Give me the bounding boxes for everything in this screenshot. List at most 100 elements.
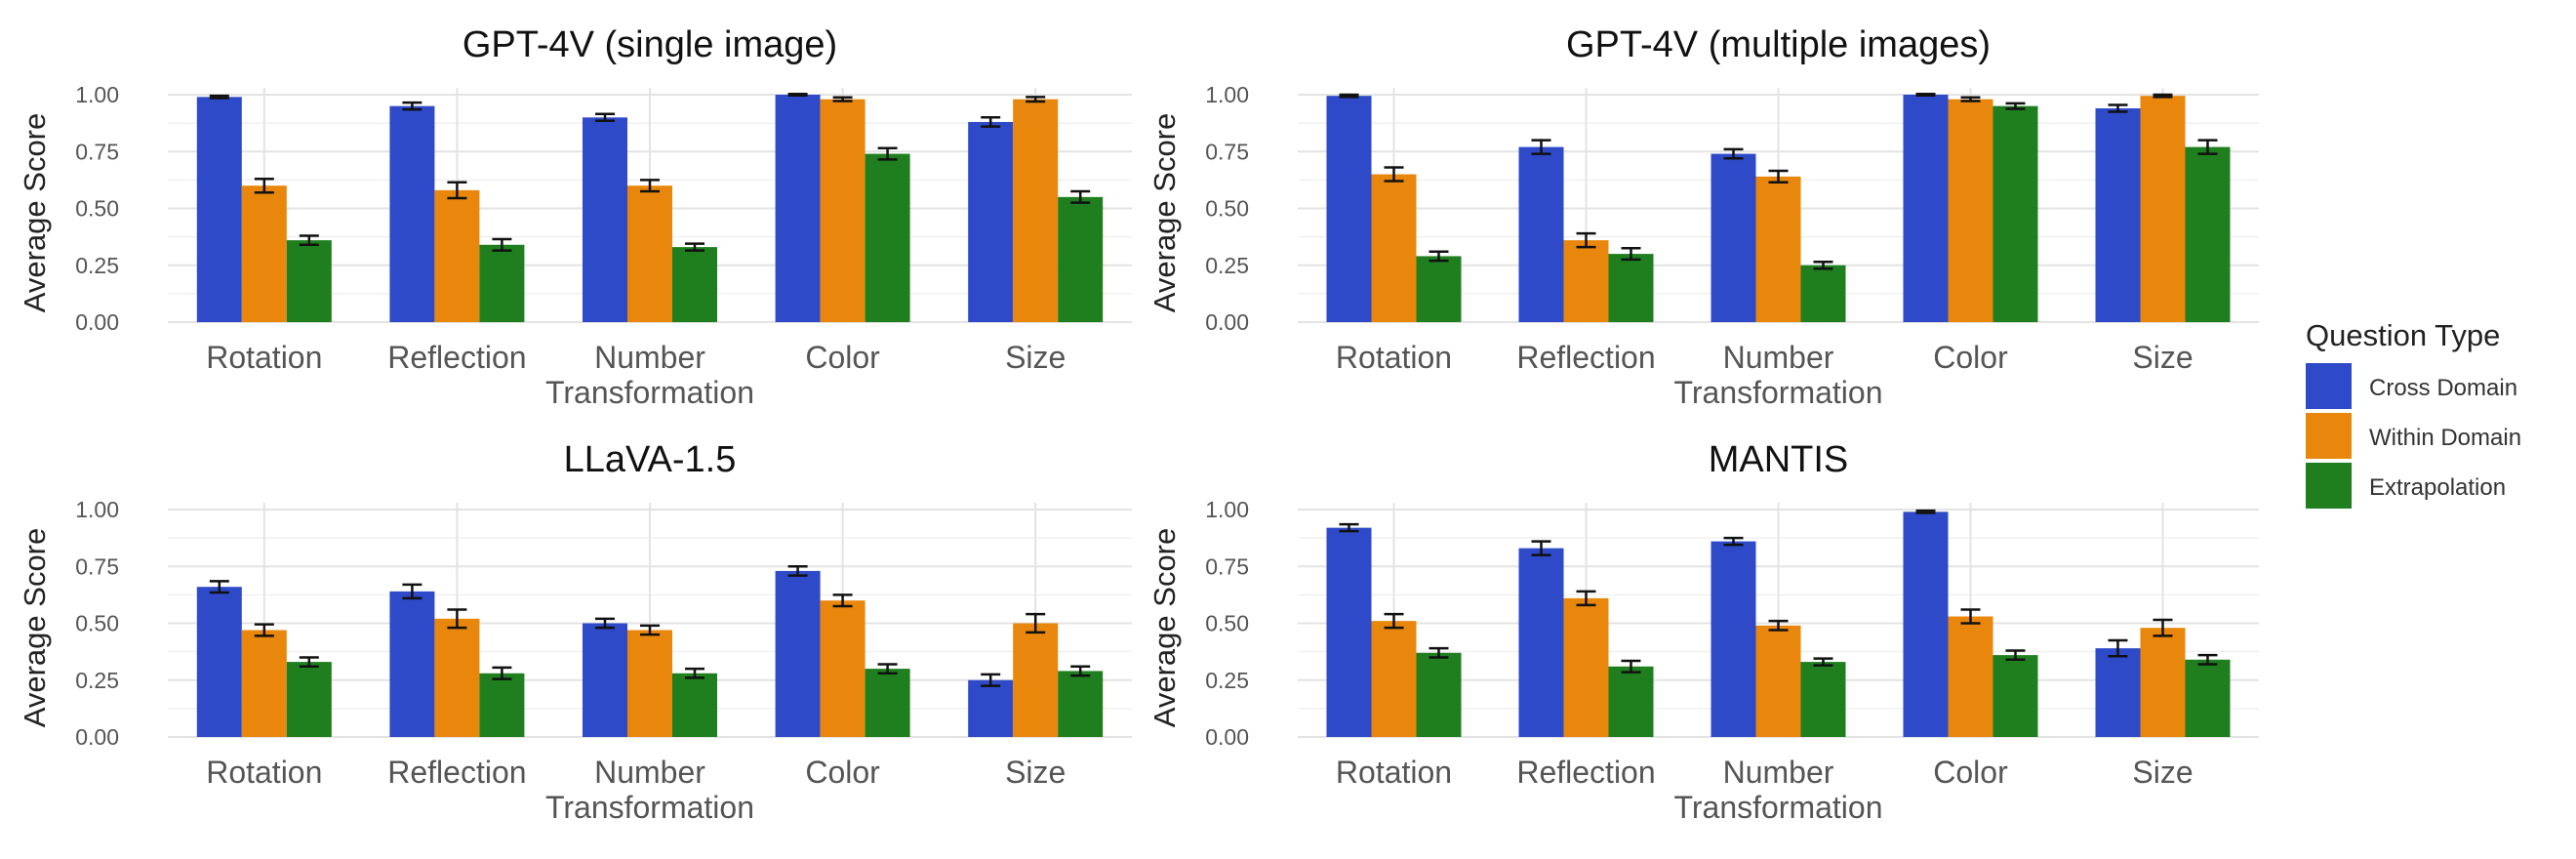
y-tick-label: 0.00 <box>1205 724 1249 750</box>
y-tick-label: 0.75 <box>75 139 119 164</box>
bar-extrapolation-color <box>1992 655 2038 737</box>
x-tick-label-rotation: Rotation <box>1336 755 1452 790</box>
bar-cross-domain-rotation <box>1326 96 1372 322</box>
bar-within-domain-color <box>1948 99 1993 322</box>
bar-cross-domain-number-transformation <box>1711 541 1756 737</box>
bar-extrapolation-size <box>1058 196 1104 322</box>
x-tick-label-size: Size <box>1005 340 1066 375</box>
error-bar <box>595 617 615 630</box>
bar-cross-domain-number-transformation <box>1711 153 1756 322</box>
y-tick-label: 0.75 <box>1205 553 1249 579</box>
error-bar <box>981 116 1001 128</box>
bar-within-domain-size <box>1013 99 1059 322</box>
error-bar <box>447 608 467 630</box>
error-bar <box>1384 166 1404 183</box>
bar-extrapolation-rotation <box>1416 256 1462 322</box>
bar-extrapolation-size <box>2185 659 2231 737</box>
error-bar <box>299 656 319 669</box>
x-tick-label-number-transformation: Number Transformation <box>1674 340 1883 410</box>
chart-panels: 0.00 0.25 0.50 0.75 1.00 Rotation Reflection Nu… <box>18 24 2259 825</box>
error-bar <box>832 593 853 608</box>
error-bar <box>209 580 229 594</box>
bar-within-domain-color <box>820 600 865 737</box>
error-bar <box>2005 102 2026 110</box>
x-tick-label-size: Size <box>2132 340 2193 375</box>
error-bar <box>1768 619 1789 632</box>
y-tick-label: 1.00 <box>75 82 119 107</box>
error-bar <box>1723 536 1744 547</box>
x-tick-label-reflection: Reflection <box>1516 340 1655 375</box>
bar-extrapolation-color <box>865 669 910 737</box>
x-tick-label-color: Color <box>1933 755 2008 790</box>
y-tick-label: 1.00 <box>1205 497 1249 522</box>
bar-extrapolation-reflection <box>1608 254 1654 322</box>
panel-title: GPT-4V (multiple images) <box>1566 24 1991 65</box>
legend: Question Type Cross Domain Within Domain… <box>2306 318 2521 509</box>
bar-within-domain-number-transformation <box>1755 625 1801 737</box>
error-bar <box>1429 250 1449 263</box>
error-bar <box>402 101 423 111</box>
x-tick-label-color: Color <box>805 755 880 790</box>
error-bar <box>1429 646 1449 659</box>
error-bar <box>1768 169 1789 184</box>
error-bar <box>787 565 808 577</box>
x-tick-label-reflection: Reflection <box>387 755 526 790</box>
error-bar <box>1915 93 1936 97</box>
bar-extrapolation-number-transformation <box>1800 662 1846 737</box>
error-bar <box>1070 189 1091 204</box>
error-bar <box>2197 139 2218 155</box>
error-bar <box>1576 590 1596 607</box>
error-bar <box>2153 93 2173 99</box>
error-bar <box>209 94 229 100</box>
error-bar <box>1070 665 1091 677</box>
bar-cross-domain-rotation <box>196 97 242 322</box>
y-tick-label: 0.50 <box>1205 196 1249 222</box>
panel-mantis: 0.00 0.25 0.50 0.75 1.00 Rotation Reflection Nu… <box>1147 439 2259 825</box>
error-bar <box>877 663 898 675</box>
bar-extrapolation-color <box>1992 105 2038 323</box>
y-axis-label: Average Score <box>1147 113 1182 313</box>
x-tick-label-number-transformation: Number Transformation <box>545 340 754 410</box>
legend-swatch-cross-domain <box>2306 363 2352 409</box>
bar-within-domain-reflection <box>434 189 480 322</box>
error-bar <box>1384 612 1404 630</box>
bar-cross-domain-color <box>775 95 821 322</box>
bar-extrapolation-rotation <box>286 240 332 322</box>
error-bar <box>1339 522 1359 533</box>
y-tick-label: 1.00 <box>1205 82 1249 107</box>
x-tick-label-rotation: Rotation <box>1336 340 1452 375</box>
error-bar <box>1576 231 1596 249</box>
bar-extrapolation-number-transformation <box>672 247 717 322</box>
error-bar <box>1026 96 1046 103</box>
error-bar <box>2108 103 2128 113</box>
y-axis-label: Average Score <box>18 113 52 313</box>
bar-cross-domain-color <box>775 570 821 737</box>
bar-cross-domain-reflection <box>389 591 435 737</box>
bar-extrapolation-size <box>1058 671 1104 737</box>
bar-cross-domain-reflection <box>389 105 435 323</box>
error-bar <box>2108 638 2128 658</box>
panel-gpt-4v-multiple-images: 0.00 0.25 0.50 0.75 1.00 Rotation Reflection Nu… <box>1147 24 2259 410</box>
y-axis-label: Average Score <box>1147 528 1182 728</box>
error-bar <box>2005 649 2026 662</box>
bar-extrapolation-number-transformation <box>1800 265 1846 322</box>
legend-swatch-within-domain <box>2306 413 2352 459</box>
panel-title: GPT-4V (single image) <box>463 24 837 65</box>
bar-within-domain-reflection <box>1563 597 1609 737</box>
y-tick-label: 0.75 <box>1205 139 1249 164</box>
x-tick-label-number-transformation: Number Transformation <box>545 755 754 825</box>
bar-extrapolation-number-transformation <box>672 673 717 737</box>
bar-cross-domain-rotation <box>196 587 242 737</box>
error-bar <box>595 112 615 123</box>
x-tick-label-reflection: Reflection <box>1516 755 1655 790</box>
error-bar <box>447 181 467 200</box>
y-tick-label: 0.00 <box>1205 309 1249 335</box>
y-tick-label: 0.25 <box>75 668 119 693</box>
error-bar <box>402 583 423 600</box>
bar-within-domain-rotation <box>1371 174 1417 322</box>
y-axis-label: Average Score <box>18 528 52 728</box>
error-bar <box>492 237 512 252</box>
bar-within-domain-reflection <box>434 618 480 737</box>
bar-within-domain-number-transformation <box>1755 176 1801 322</box>
